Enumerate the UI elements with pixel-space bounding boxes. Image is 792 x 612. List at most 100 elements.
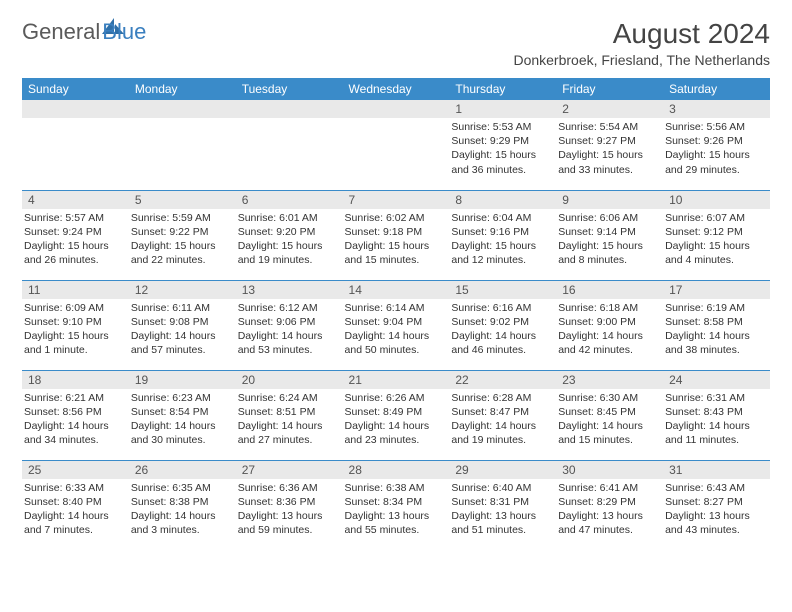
day-info: Sunrise: 6:16 AMSunset: 9:02 PMDaylight:… <box>449 301 556 358</box>
sunset-text: Sunset: 9:04 PM <box>345 315 448 329</box>
sunset-text: Sunset: 9:14 PM <box>558 225 661 239</box>
day-number: 2 <box>556 100 663 118</box>
day-info: Sunrise: 6:07 AMSunset: 9:12 PMDaylight:… <box>663 211 770 268</box>
day-info: Sunrise: 6:31 AMSunset: 8:43 PMDaylight:… <box>663 391 770 448</box>
day-info: Sunrise: 6:06 AMSunset: 9:14 PMDaylight:… <box>556 211 663 268</box>
day-info: Sunrise: 5:57 AMSunset: 9:24 PMDaylight:… <box>22 211 129 268</box>
calendar-cell: 18Sunrise: 6:21 AMSunset: 8:56 PMDayligh… <box>22 370 129 460</box>
calendar-cell: 25 Sunrise: 6:33 AMSunset: 8:40 PMDayligh… <box>22 460 129 550</box>
daylight-text: Daylight: 14 hours and 11 minutes. <box>665 419 768 447</box>
dow-row: Sunday Monday Tuesday Wednesday Thursday… <box>22 78 770 100</box>
day-number: 19 <box>129 371 236 389</box>
day-number: 1 <box>449 100 556 118</box>
sunrise-text: Sunrise: 6:31 AM <box>665 391 768 405</box>
sunset-text: Sunset: 8:58 PM <box>665 315 768 329</box>
day-number: 29 <box>449 461 556 479</box>
sunset-text: Sunset: 9:06 PM <box>238 315 341 329</box>
calendar-cell: 28Sunrise: 6:38 AMSunset: 8:34 PMDayligh… <box>343 460 450 550</box>
sunrise-text: Sunrise: 6:04 AM <box>451 211 554 225</box>
sunset-text: Sunset: 9:20 PM <box>238 225 341 239</box>
day-number: 25 <box>22 461 129 479</box>
sunset-text: Sunset: 8:29 PM <box>558 495 661 509</box>
daylight-text: Daylight: 15 hours and 8 minutes. <box>558 239 661 267</box>
sunset-text: Sunset: 8:47 PM <box>451 405 554 419</box>
sunset-text: Sunset: 8:40 PM <box>24 495 127 509</box>
day-info: Sunrise: 6:12 AMSunset: 9:06 PMDaylight:… <box>236 301 343 358</box>
day-info: Sunrise: 6:33 AMSunset: 8:40 PMDaylight:… <box>22 481 129 538</box>
day-number: 18 <box>22 371 129 389</box>
sunset-text: Sunset: 9:18 PM <box>345 225 448 239</box>
dow-header: Wednesday <box>343 78 450 100</box>
sunset-text: Sunset: 9:22 PM <box>131 225 234 239</box>
day-info: Sunrise: 6:04 AMSunset: 9:16 PMDaylight:… <box>449 211 556 268</box>
calendar-cell: 7Sunrise: 6:02 AMSunset: 9:18 PMDaylight… <box>343 190 450 280</box>
sunrise-text: Sunrise: 6:40 AM <box>451 481 554 495</box>
daylight-text: Daylight: 14 hours and 42 minutes. <box>558 329 661 357</box>
sunset-text: Sunset: 9:02 PM <box>451 315 554 329</box>
calendar-cell: 6 Sunrise: 6:01 AMSunset: 9:20 PMDaylight… <box>236 190 343 280</box>
calendar-cell: 14Sunrise: 6:14 AMSunset: 9:04 PMDayligh… <box>343 280 450 370</box>
day-number: 11 <box>22 281 129 299</box>
brand-part2: Blue <box>102 19 146 45</box>
day-number: 6 <box>236 191 343 209</box>
sunrise-text: Sunrise: 6:24 AM <box>238 391 341 405</box>
day-number: 17 <box>663 281 770 299</box>
sunset-text: Sunset: 9:24 PM <box>24 225 127 239</box>
daylight-text: Daylight: 14 hours and 15 minutes. <box>558 419 661 447</box>
calendar-cell: 1Sunrise: 5:53 AMSunset: 9:29 PMDaylight… <box>449 100 556 190</box>
daylight-text: Daylight: 13 hours and 55 minutes. <box>345 509 448 537</box>
sunrise-text: Sunrise: 6:35 AM <box>131 481 234 495</box>
daylight-text: Daylight: 14 hours and 53 minutes. <box>238 329 341 357</box>
day-info: Sunrise: 6:43 AMSunset: 8:27 PMDaylight:… <box>663 481 770 538</box>
sunrise-text: Sunrise: 5:54 AM <box>558 120 661 134</box>
day-number: 3 <box>663 100 770 118</box>
sunset-text: Sunset: 8:51 PM <box>238 405 341 419</box>
calendar-cell: 9 Sunrise: 6:06 AMSunset: 9:14 PMDaylight… <box>556 190 663 280</box>
day-number-empty <box>22 100 129 118</box>
daylight-text: Daylight: 15 hours and 12 minutes. <box>451 239 554 267</box>
day-info: Sunrise: 6:26 AMSunset: 8:49 PMDaylight:… <box>343 391 450 448</box>
sunrise-text: Sunrise: 5:57 AM <box>24 211 127 225</box>
day-info: Sunrise: 5:59 AMSunset: 9:22 PMDaylight:… <box>129 211 236 268</box>
title-block: August 2024 Donkerbroek, Friesland, The … <box>513 18 770 68</box>
sunrise-text: Sunrise: 6:28 AM <box>451 391 554 405</box>
dow-header: Thursday <box>449 78 556 100</box>
calendar-cell: 29 Sunrise: 6:40 AMSunset: 8:31 PMDayligh… <box>449 460 556 550</box>
calendar-cell: 11Sunrise: 6:09 AMSunset: 9:10 PMDayligh… <box>22 280 129 370</box>
sunset-text: Sunset: 8:45 PM <box>558 405 661 419</box>
daylight-text: Daylight: 14 hours and 38 minutes. <box>665 329 768 357</box>
sunrise-text: Sunrise: 5:56 AM <box>665 120 768 134</box>
dow-header: Tuesday <box>236 78 343 100</box>
day-info: Sunrise: 6:40 AMSunset: 8:31 PMDaylight:… <box>449 481 556 538</box>
sunset-text: Sunset: 8:34 PM <box>345 495 448 509</box>
day-number: 21 <box>343 371 450 389</box>
daylight-text: Daylight: 14 hours and 27 minutes. <box>238 419 341 447</box>
day-number: 27 <box>236 461 343 479</box>
day-number: 16 <box>556 281 663 299</box>
daylight-text: Daylight: 14 hours and 46 minutes. <box>451 329 554 357</box>
daylight-text: Daylight: 14 hours and 3 minutes. <box>131 509 234 537</box>
calendar-cell: 10Sunrise: 6:07 AMSunset: 9:12 PMDayligh… <box>663 190 770 280</box>
sunrise-text: Sunrise: 6:16 AM <box>451 301 554 315</box>
sunset-text: Sunset: 9:00 PM <box>558 315 661 329</box>
sunset-text: Sunset: 9:08 PM <box>131 315 234 329</box>
header: General Blue August 2024 Donkerbroek, Fr… <box>22 18 770 68</box>
sunrise-text: Sunrise: 6:18 AM <box>558 301 661 315</box>
day-info: Sunrise: 6:01 AMSunset: 9:20 PMDaylight:… <box>236 211 343 268</box>
daylight-text: Daylight: 15 hours and 1 minute. <box>24 329 127 357</box>
daylight-text: Daylight: 15 hours and 15 minutes. <box>345 239 448 267</box>
daylight-text: Daylight: 13 hours and 43 minutes. <box>665 509 768 537</box>
day-number: 7 <box>343 191 450 209</box>
sunset-text: Sunset: 9:26 PM <box>665 134 768 148</box>
brand-part1: General <box>22 19 100 45</box>
day-number: 9 <box>556 191 663 209</box>
day-number: 14 <box>343 281 450 299</box>
sunrise-text: Sunrise: 5:59 AM <box>131 211 234 225</box>
calendar-table: Sunday Monday Tuesday Wednesday Thursday… <box>22 78 770 550</box>
day-number-empty <box>343 100 450 118</box>
day-number-empty <box>236 100 343 118</box>
sunset-text: Sunset: 9:12 PM <box>665 225 768 239</box>
calendar-row: 25 Sunrise: 6:33 AMSunset: 8:40 PMDayligh… <box>22 460 770 550</box>
sunset-text: Sunset: 9:29 PM <box>451 134 554 148</box>
daylight-text: Daylight: 14 hours and 34 minutes. <box>24 419 127 447</box>
